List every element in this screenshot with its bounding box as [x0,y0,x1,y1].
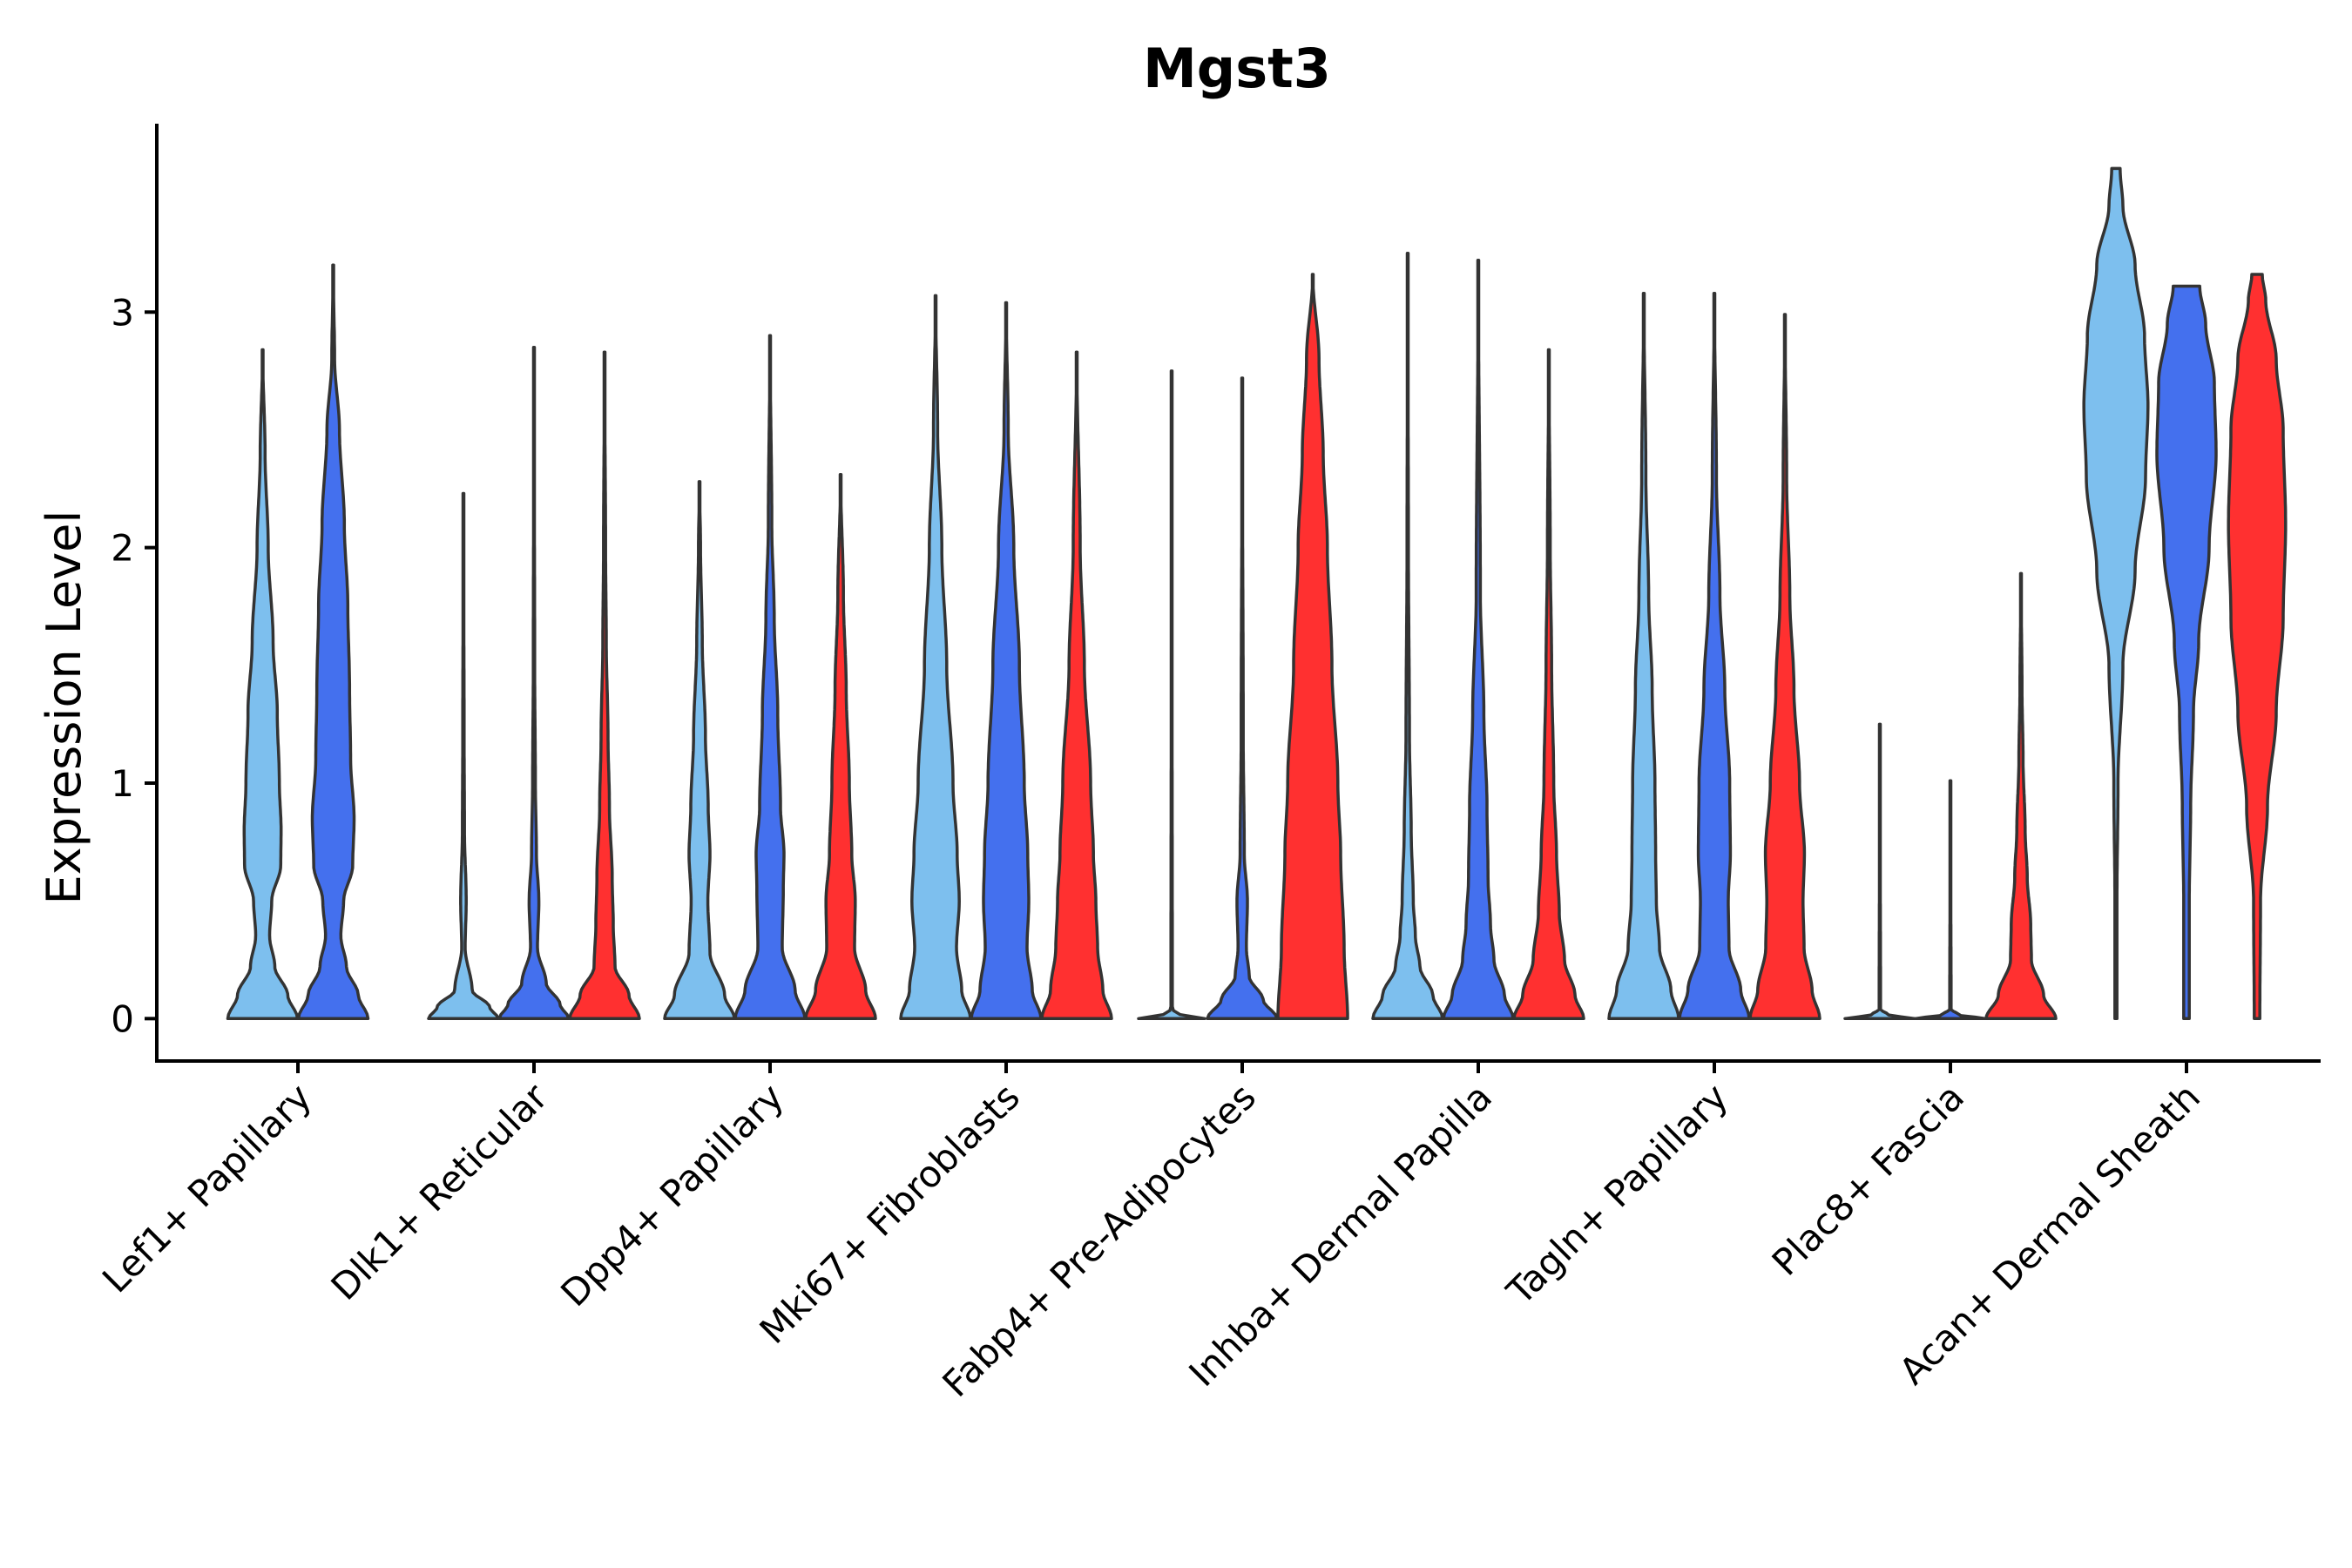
x-tick-label: Lef1+ Papillary [94,1075,320,1301]
violin-6-1 [1371,251,1444,1021]
violin-3-1 [663,480,736,1021]
violin-layer [226,166,2288,1021]
violin-9-2 [2155,284,2218,1021]
x-tick-label: Dpp4+ Papillary [552,1075,792,1315]
violin-7-3 [1748,313,1821,1021]
violin-6-2 [1442,259,1515,1021]
violin-6-3 [1512,348,1585,1021]
x-tick-label: Dlk1+ Reticular [323,1075,557,1308]
y-tick-label: 2 [111,527,134,570]
y-tick-label: 0 [111,997,134,1040]
violin-9-1 [2082,166,2150,1021]
violin-4-2 [970,301,1043,1021]
violin-4-3 [1040,350,1113,1021]
y-tick-label: 1 [111,762,134,805]
violin-3-3 [804,473,877,1021]
violin-8-1 [1843,722,1916,1021]
violin-8-2 [1914,779,1987,1021]
y-tick-label: 3 [111,291,134,334]
x-tick-label: Tagln+ Papillary [1498,1075,1736,1313]
violin-8-3 [1984,571,2058,1021]
violin-4-1 [899,294,972,1021]
chart-title: Mgst3 [1143,37,1331,100]
violin-5-1 [1137,369,1206,1021]
x-tick-label: Plac8+ Fascia [1764,1075,1972,1283]
violin-2-1 [427,491,500,1021]
violin-9-3 [2227,273,2288,1021]
violin-7-2 [1678,291,1751,1021]
violin-7-1 [1607,291,1680,1021]
violin-1-2 [296,263,370,1021]
y-axis-label: Expression Level [37,510,91,905]
violin-2-3 [568,350,641,1021]
violin-5-3 [1276,273,1349,1021]
y-axis-ticks: 0 1 2 3 [111,291,157,1040]
violin-1-1 [226,348,300,1021]
violin-3-2 [733,334,807,1021]
violin-2-2 [497,346,571,1021]
x-tick-label: Mki67+ Fibroblasts [752,1075,1028,1351]
violin-5-2 [1206,376,1279,1021]
